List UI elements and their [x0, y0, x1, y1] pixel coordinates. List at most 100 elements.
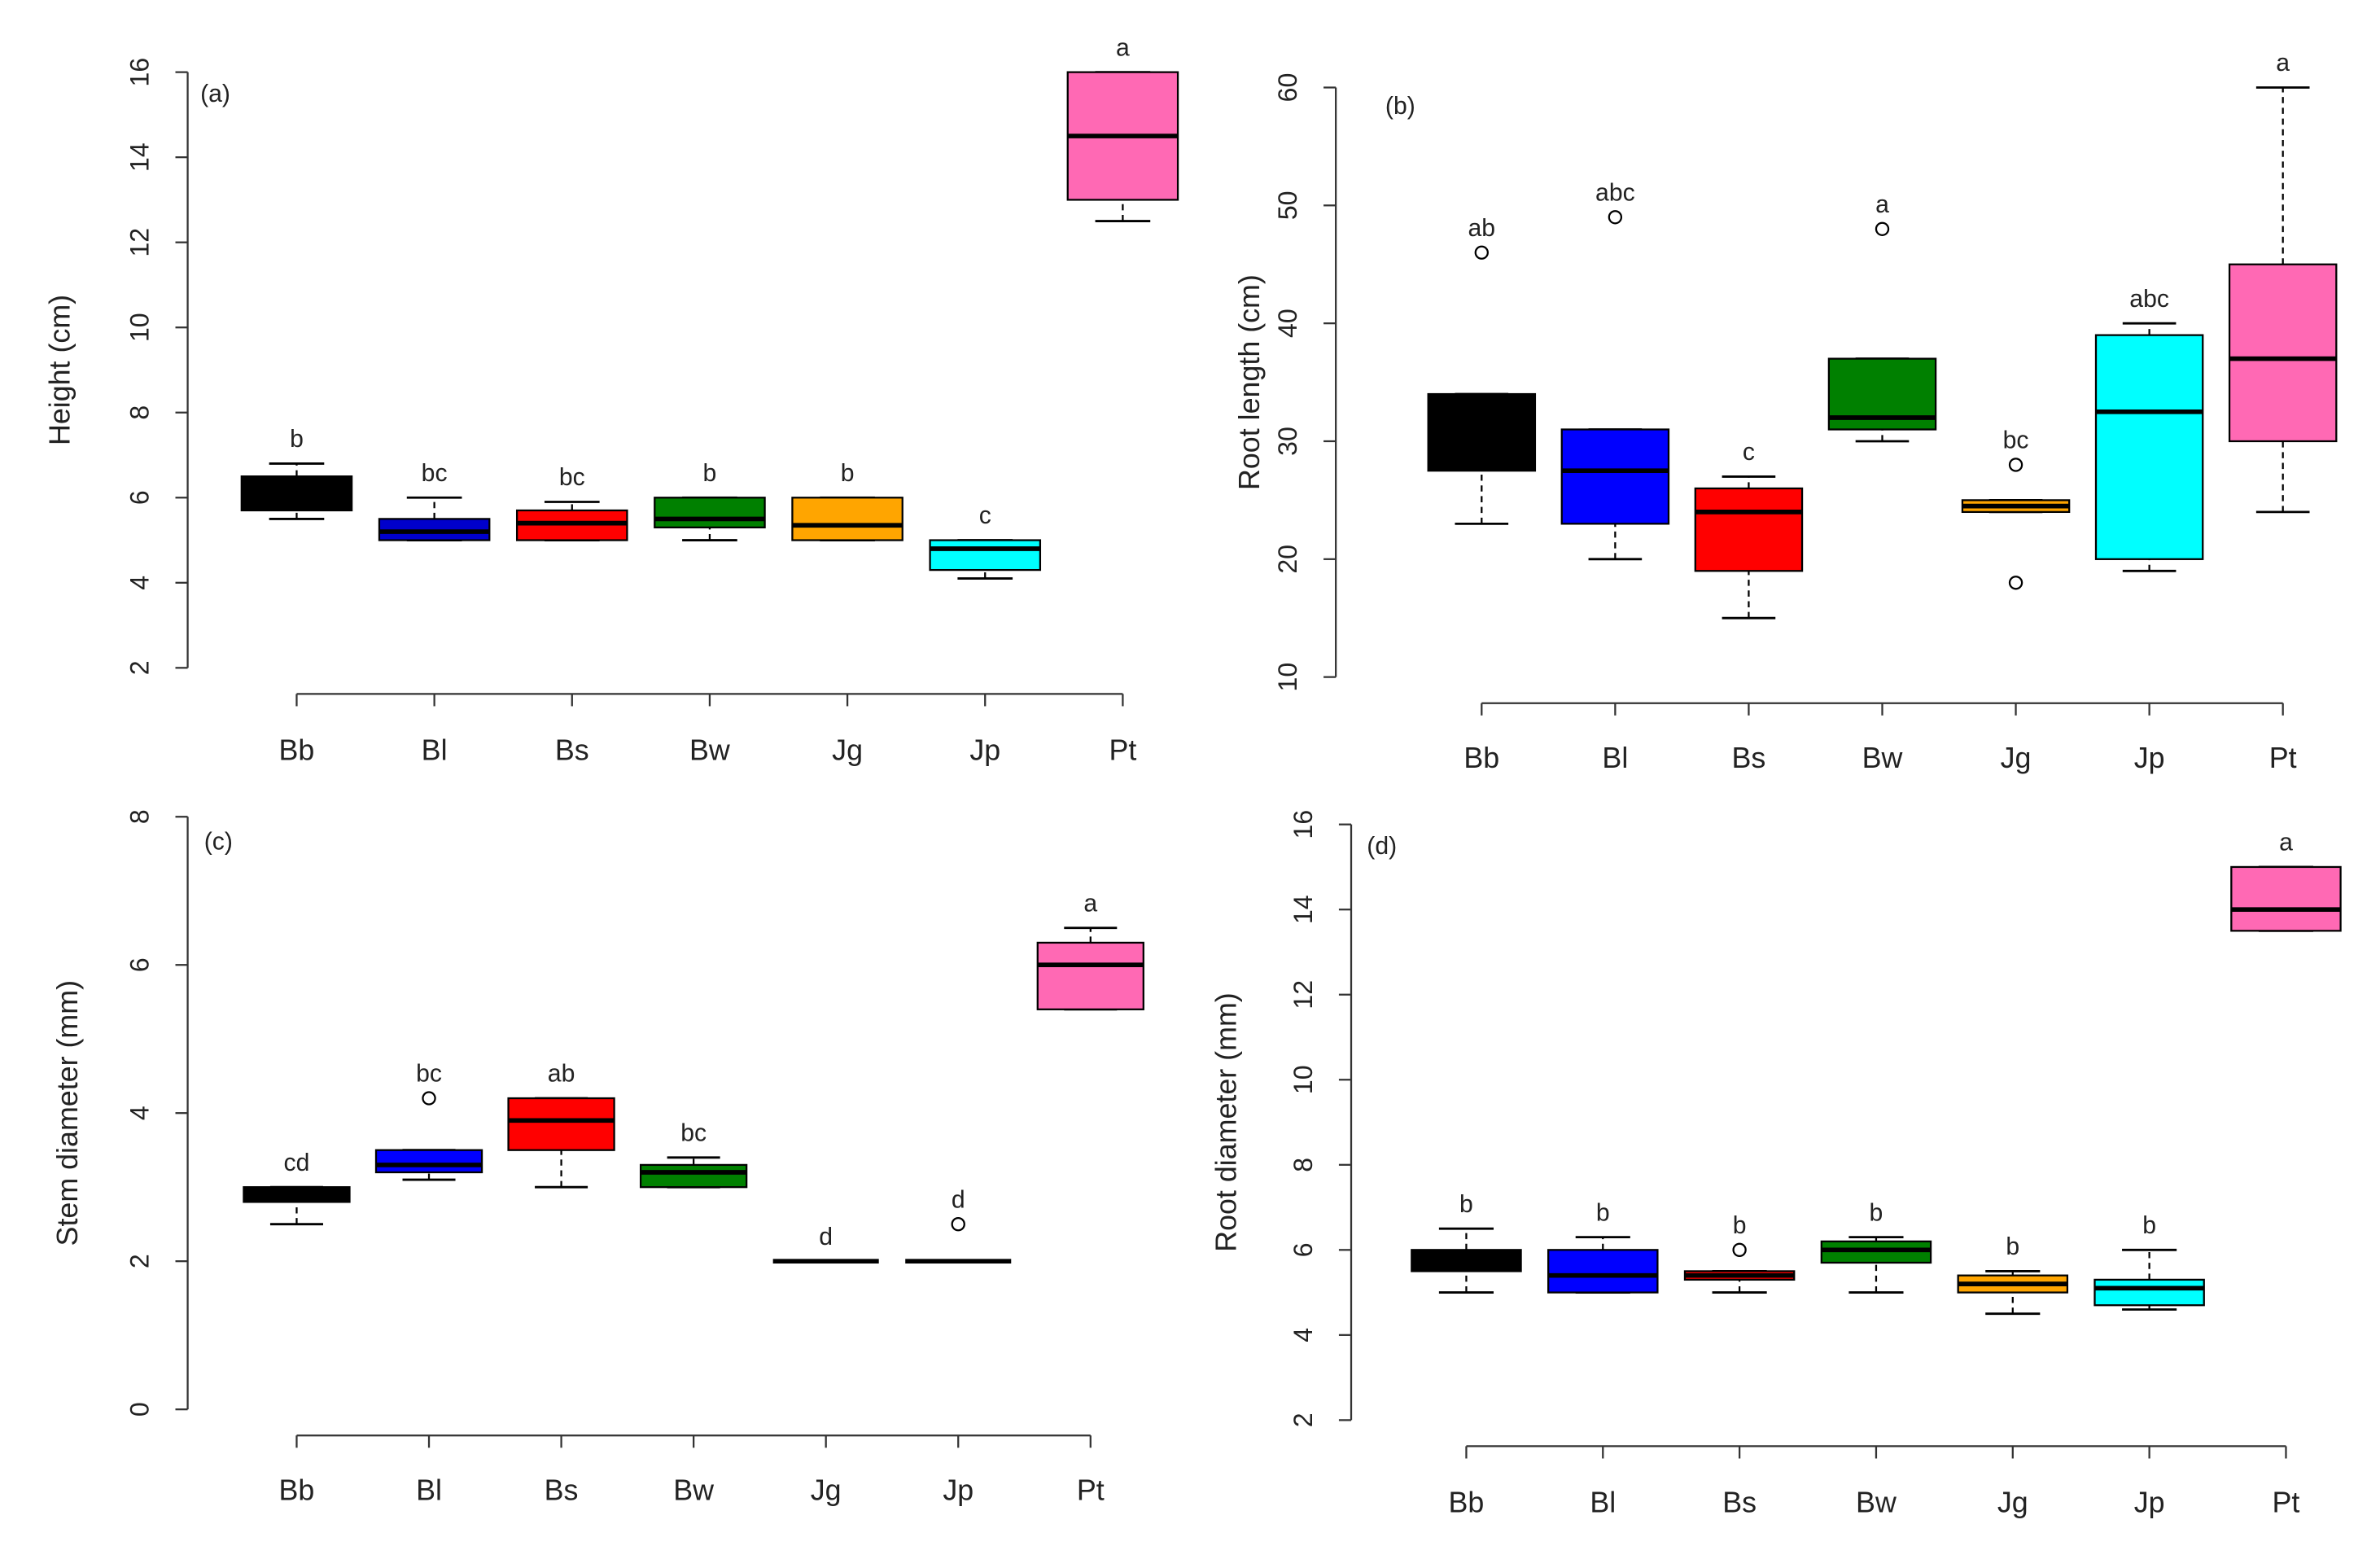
significance-letter: c [979, 502, 991, 529]
box [2230, 865, 2342, 932]
y-axis-label: Stem diameter (mm) [51, 980, 84, 1246]
y-tick-label: 4 [1288, 1328, 1318, 1342]
y-tick-label: 16 [125, 58, 154, 87]
panel-label: (c) [204, 828, 233, 855]
y-tick-label: 14 [125, 142, 154, 172]
box [791, 497, 903, 541]
significance-letter: cd [284, 1150, 310, 1176]
x-tick-label: Bs [1722, 1487, 1757, 1519]
significance-letter: b [2006, 1233, 2019, 1260]
box [1560, 428, 1670, 525]
outlier [422, 1091, 436, 1106]
box [1547, 1249, 1659, 1294]
x-tick-label: Jp [969, 734, 1000, 767]
y-tick-label: 10 [1288, 1065, 1318, 1094]
x-tick-label: Pt [1077, 1474, 1105, 1506]
x-tick-label: Jp [943, 1474, 973, 1506]
box [639, 1163, 748, 1189]
significance-letter: b [1459, 1191, 1473, 1218]
significance-letter: b [290, 426, 304, 453]
y-tick-label: 2 [125, 1254, 154, 1268]
outlier [1875, 221, 1890, 236]
x-tick-label: Pt [2273, 1487, 2300, 1519]
y-axis-label: Root diameter (mm) [1210, 992, 1243, 1252]
x-tick-label: Pt [1109, 734, 1136, 767]
significance-letter: d [819, 1224, 833, 1250]
y-tick-label: 6 [125, 957, 154, 972]
x-tick-label: Bb [279, 1474, 315, 1506]
significance-letter: a [2279, 830, 2293, 856]
x-tick-label: Bb [279, 734, 315, 767]
y-tick-label: 50 [1273, 191, 1302, 220]
significance-letter: a [1083, 890, 1097, 917]
y-axis-label: Height (cm) [43, 295, 76, 445]
y-tick-label: 6 [125, 490, 154, 505]
y-tick-label: 2 [125, 660, 154, 675]
y-tick-label: 40 [1273, 309, 1302, 338]
x-tick-label: Bb [1449, 1487, 1485, 1519]
y-tick-label: 12 [1288, 980, 1318, 1009]
significance-letter: d [952, 1186, 965, 1213]
significance-letter: a [1875, 191, 1889, 218]
x-tick-label: Bl [416, 1474, 442, 1506]
significance-letter: b [703, 460, 717, 487]
y-tick-label: 6 [1288, 1242, 1318, 1257]
y-tick-label: 4 [125, 1106, 154, 1120]
y-tick-label: 30 [1273, 427, 1302, 456]
x-tick-label: Bb [1463, 742, 1499, 774]
x-tick-label: Bs [1732, 742, 1766, 774]
y-tick-label: 8 [125, 405, 154, 420]
significance-letter: b [841, 460, 855, 487]
outlier [1608, 210, 1623, 225]
y-tick-label: 16 [1288, 810, 1318, 839]
y-tick-label: 20 [1273, 545, 1302, 574]
significance-letter: b [2142, 1212, 2156, 1239]
box [2093, 1278, 2205, 1307]
y-tick-label: 8 [125, 809, 154, 824]
x-tick-label: Bl [1602, 742, 1628, 774]
x-tick-label: Bw [689, 734, 730, 767]
box [654, 497, 766, 528]
box [240, 475, 353, 512]
x-tick-label: Jp [2134, 742, 2165, 774]
x-tick-label: Bl [422, 734, 448, 767]
significance-letter: bc [559, 464, 585, 491]
box [1694, 487, 1804, 572]
y-tick-label: 12 [125, 228, 154, 257]
x-tick-label: Bl [1590, 1487, 1616, 1519]
y-tick-label: 10 [1273, 663, 1302, 692]
outlier [2008, 458, 2023, 472]
y-tick-label: 8 [1288, 1158, 1318, 1172]
box [1036, 941, 1144, 1010]
outlier [2008, 576, 2023, 590]
y-tick-label: 2 [1288, 1412, 1318, 1427]
significance-letter: b [1733, 1212, 1747, 1239]
y-tick-label: 60 [1273, 73, 1302, 103]
significance-letter: a [1116, 34, 1130, 61]
x-tick-label: Bw [1856, 1487, 1897, 1519]
box [2228, 263, 2338, 443]
significance-letter: abc [2129, 286, 2169, 313]
y-tick-label: 14 [1288, 895, 1318, 924]
box [1427, 392, 1537, 472]
significance-letter: bc [416, 1061, 442, 1088]
x-tick-label: Pt [2269, 742, 2297, 774]
x-tick-label: Jg [832, 734, 863, 767]
significance-letter: ab [1468, 215, 1496, 242]
significance-letter: abc [1595, 179, 1635, 206]
x-tick-label: Bw [1862, 742, 1903, 774]
significance-letter: a [2276, 50, 2290, 77]
outlier [1474, 245, 1489, 260]
significance-letter: c [1743, 439, 1755, 466]
panel-label: (a) [200, 81, 230, 107]
box [507, 1097, 615, 1151]
significance-letter: bc [2003, 427, 2029, 454]
significance-letter: bc [422, 460, 448, 487]
y-axis-label: Root length (cm) [1233, 274, 1266, 490]
significance-letter: ab [548, 1061, 575, 1088]
box [929, 539, 1042, 572]
x-tick-label: Bs [555, 734, 589, 767]
x-tick-label: Bs [545, 1474, 579, 1506]
